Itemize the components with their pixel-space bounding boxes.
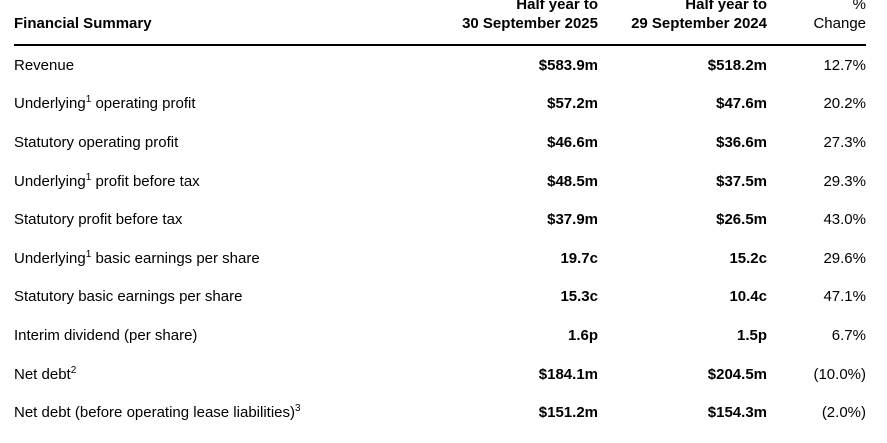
value-pct-change: (10.0%) [813, 365, 866, 383]
value-half-year-2025: $151.2m [538, 404, 598, 422]
table-body: Revenue $583.9m $518.2m 12.7% Underlying… [14, 46, 866, 432]
value-half-year-2024: $26.5m [716, 211, 767, 229]
value-pct-change: 27.3% [823, 133, 866, 151]
table-row: Revenue $583.9m $518.2m 12.7% [14, 46, 866, 85]
row-label: Net debt (before operating lease liabili… [14, 403, 301, 422]
column-header-2024-line1: Half year to [685, 0, 767, 13]
table-row: Interim dividend (per share) 1.6p 1.5p 6… [14, 316, 866, 355]
table-title: Financial Summary [14, 15, 152, 32]
value-half-year-2025: $46.6m [547, 133, 598, 151]
value-half-year-2025: $48.5m [547, 172, 598, 190]
value-half-year-2024: $36.6m [716, 133, 767, 151]
column-header-pct-line2: Change [813, 15, 866, 32]
value-half-year-2025: $583.9m [538, 56, 598, 74]
value-pct-change: 6.7% [831, 326, 866, 344]
table-row: Net debt2 $184.1m $204.5m (10.0%) [14, 355, 866, 394]
footnote-superscript: 1 [85, 171, 92, 183]
row-label: Statutory operating profit [14, 133, 179, 151]
row-label: Net debt2 [14, 364, 77, 383]
value-half-year-2024: 10.4c [729, 288, 767, 306]
column-header-half-year-2024: Half year to 29 September 2024 [598, 0, 767, 33]
value-pct-change: 43.0% [823, 211, 866, 229]
value-half-year-2024: 15.2c [729, 249, 767, 267]
row-label: Interim dividend (per share) [14, 326, 198, 344]
value-pct-change: 47.1% [823, 288, 866, 306]
value-half-year-2025: $184.1m [538, 365, 598, 383]
row-label: Underlying1 profit before tax [14, 171, 200, 190]
row-label: Statutory profit before tax [14, 211, 183, 229]
value-pct-change: 20.2% [823, 95, 866, 113]
footnote-superscript: 3 [295, 403, 301, 415]
value-half-year-2025: $37.9m [547, 211, 598, 229]
table-row: Statutory profit before tax $37.9m $26.5… [14, 200, 866, 239]
value-half-year-2024: $47.6m [716, 95, 767, 113]
value-half-year-2024: $518.2m [707, 56, 767, 74]
row-label: Statutory basic earnings per share [14, 288, 243, 306]
value-half-year-2025: $57.2m [547, 95, 598, 113]
financial-summary-table: Financial Summary Half year to 30 Septemb… [14, 0, 866, 432]
row-label: Underlying1 basic earnings per share [14, 248, 260, 267]
column-header-2025-line1: Half year to [516, 0, 598, 13]
value-half-year-2024: $204.5m [707, 365, 767, 383]
value-half-year-2025: 15.3c [560, 288, 598, 306]
table-row: Underlying1 profit before tax $48.5m $37… [14, 162, 866, 201]
value-pct-change: 29.3% [823, 172, 866, 190]
table-row: Underlying1 basic earnings per share 19.… [14, 239, 866, 278]
footnote-superscript: 1 [85, 94, 92, 106]
value-half-year-2025: 19.7c [560, 249, 598, 267]
column-header-2024-line2: 29 September 2024 [631, 15, 767, 32]
table-row: Net debt (before operating lease liabili… [14, 393, 866, 432]
row-label: Revenue [14, 56, 75, 74]
value-half-year-2024: $154.3m [707, 404, 767, 422]
column-header-half-year-2025: Half year to 30 September 2025 [428, 0, 598, 33]
table-row: Statutory operating profit $46.6m $36.6m… [14, 123, 866, 162]
value-half-year-2024: $37.5m [716, 172, 767, 190]
table-row: Statutory basic earnings per share 15.3c… [14, 278, 866, 317]
value-half-year-2025: 1.6p [567, 326, 598, 344]
value-half-year-2024: 1.5p [736, 326, 767, 344]
column-header-pct-change: % Change [767, 0, 866, 33]
column-header-pct-line1: % [852, 0, 866, 13]
row-label: Underlying1 operating profit [14, 94, 196, 113]
column-header-2025-line2: 30 September 2025 [462, 15, 598, 32]
footnote-superscript: 1 [85, 248, 92, 260]
value-pct-change: 29.6% [823, 249, 866, 267]
footnote-superscript: 2 [70, 364, 77, 376]
table-row: Underlying1 operating profit $57.2m $47.… [14, 85, 866, 124]
table-header-row: Financial Summary Half year to 30 Septemb… [14, 0, 866, 46]
value-pct-change: (2.0%) [821, 404, 866, 422]
value-pct-change: 12.7% [823, 56, 866, 74]
